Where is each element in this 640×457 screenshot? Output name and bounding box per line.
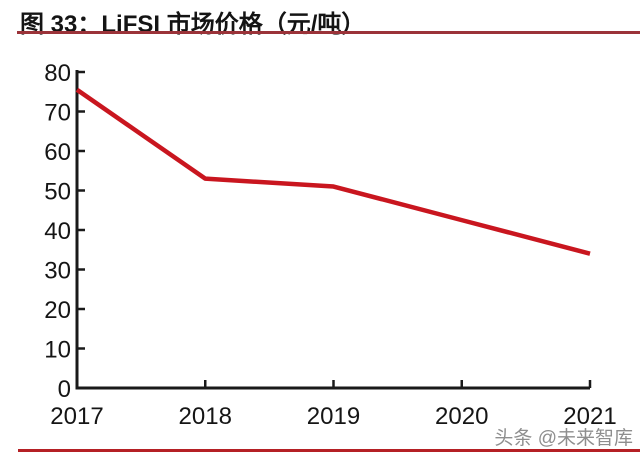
y-tick-label: 30 bbox=[44, 258, 71, 285]
x-tick-label: 2021 bbox=[563, 403, 616, 430]
watermark: 头条 @未来智库 bbox=[494, 428, 633, 449]
x-tick-label: 2020 bbox=[435, 403, 488, 430]
y-tick-label: 0 bbox=[58, 376, 71, 403]
title-underline bbox=[17, 31, 640, 34]
price-series-line bbox=[75, 87, 591, 256]
bottom-rule bbox=[18, 449, 640, 452]
y-tick-label: 70 bbox=[44, 100, 71, 127]
y-tick-label: 20 bbox=[44, 297, 71, 324]
x-tick-label: 2017 bbox=[50, 403, 103, 430]
y-tick-label: 10 bbox=[44, 337, 71, 364]
x-tick-label: 2019 bbox=[307, 403, 360, 430]
y-tick-label: 80 bbox=[44, 60, 71, 87]
y-tick-label: 40 bbox=[44, 218, 71, 245]
y-tick-label: 50 bbox=[44, 179, 71, 206]
x-tick-label: 2018 bbox=[179, 403, 232, 430]
y-tick-label: 60 bbox=[44, 139, 71, 166]
